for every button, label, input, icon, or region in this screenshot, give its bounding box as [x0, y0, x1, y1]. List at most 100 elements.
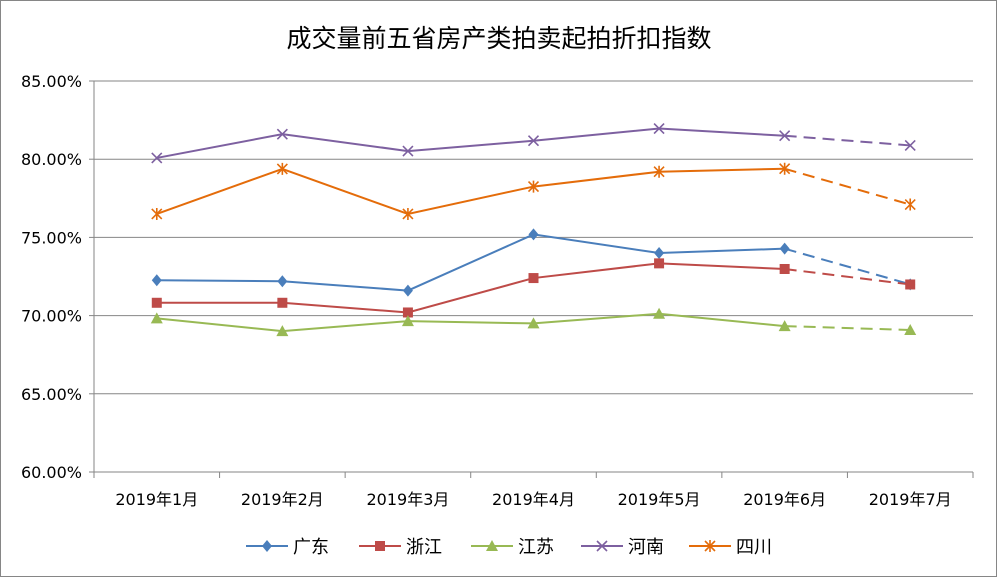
marker-triangle	[276, 325, 289, 337]
square-marker	[277, 297, 288, 308]
square-marker	[375, 541, 385, 551]
x-marker	[779, 130, 791, 142]
star-marker	[151, 207, 163, 220]
series-line-dashed	[784, 134, 911, 147]
triangle-marker	[904, 323, 917, 335]
x-marker	[527, 135, 540, 147]
marker-x	[527, 135, 540, 147]
marker-square	[905, 279, 916, 290]
marker-star	[779, 162, 791, 175]
diamond-marker	[277, 275, 288, 288]
x-tick-label: 2019年6月	[743, 490, 826, 509]
triangle-marker	[150, 312, 163, 324]
x-tick-label: 2019年7月	[869, 490, 952, 509]
marker-x	[779, 130, 791, 142]
marker-diamond	[654, 247, 665, 260]
marker-x	[151, 152, 163, 164]
legend-label: 四川	[736, 537, 772, 558]
x-tick-label: 2019年5月	[618, 490, 701, 509]
marker-triangle	[401, 315, 414, 327]
y-tick-label: 60.00%	[21, 463, 82, 482]
legend-label: 河南	[628, 537, 664, 558]
series-广东	[151, 228, 916, 297]
marker-diamond	[402, 284, 413, 297]
marker-star	[904, 198, 916, 211]
marker-diamond	[528, 228, 539, 241]
series-四川	[151, 162, 916, 220]
x-tick-label: 2019年2月	[241, 490, 324, 509]
y-tick-label: 85.00%	[21, 72, 82, 91]
marker-x	[402, 145, 414, 157]
series-line	[156, 312, 785, 333]
marker-square	[375, 541, 385, 551]
marker-x	[653, 122, 665, 135]
marker-diamond	[262, 540, 272, 552]
marker-triangle	[527, 317, 540, 329]
marker-square	[151, 297, 162, 308]
marker-x	[904, 139, 916, 152]
legend-item: 江苏	[471, 537, 554, 558]
series-河南	[151, 122, 916, 164]
marker-star	[276, 162, 288, 175]
square-marker	[779, 263, 790, 274]
star-marker	[904, 198, 916, 211]
marker-x	[276, 128, 288, 140]
y-tick-label: 65.00%	[21, 385, 82, 404]
marker-diamond	[779, 242, 790, 255]
triangle-marker	[778, 320, 791, 332]
star-marker	[779, 162, 791, 175]
marker-square	[402, 307, 413, 318]
marker-star	[151, 207, 163, 220]
series-line	[156, 167, 785, 215]
y-tick-label: 80.00%	[21, 150, 82, 169]
diamond-marker	[402, 284, 413, 297]
legend-label: 广东	[293, 537, 329, 558]
series-line-dashed	[784, 325, 911, 331]
legend-item: 浙江	[359, 537, 442, 558]
series-浙江	[151, 258, 916, 318]
marker-square	[779, 263, 790, 274]
x-tick-label: 2019年3月	[366, 490, 449, 509]
legend-item: 河南	[581, 537, 664, 558]
y-tick-label: 70.00%	[21, 307, 82, 326]
triangle-marker	[653, 307, 666, 319]
marker-triangle	[778, 320, 791, 332]
series-line-dashed	[784, 167, 911, 206]
square-marker	[528, 273, 539, 284]
series-江苏	[150, 307, 917, 337]
y-tick-label: 75.00%	[21, 228, 82, 247]
x-marker	[276, 128, 288, 140]
star-marker	[276, 162, 288, 175]
diamond-marker	[151, 274, 162, 287]
diamond-marker	[528, 228, 539, 241]
legend-label: 浙江	[406, 537, 442, 558]
triangle-marker	[527, 317, 540, 329]
marker-star	[402, 207, 414, 220]
star-marker	[402, 207, 414, 220]
triangle-marker	[401, 315, 414, 327]
series-line	[156, 127, 785, 159]
series-line	[156, 262, 785, 314]
x-marker	[596, 540, 608, 552]
legend-item: 广东	[246, 537, 329, 558]
square-marker	[151, 297, 162, 308]
x-tick-label: 2019年4月	[492, 490, 575, 509]
triangle-marker	[486, 540, 498, 551]
marker-star	[527, 180, 540, 193]
x-marker	[653, 122, 665, 135]
x-marker	[904, 139, 916, 152]
square-marker	[654, 258, 665, 269]
star-marker	[704, 540, 716, 552]
marker-triangle	[904, 323, 917, 335]
chart-title: 成交量前五省房产类拍卖起拍折扣指数	[286, 24, 711, 53]
series-line	[156, 233, 785, 292]
star-marker	[653, 165, 665, 178]
marker-star	[653, 165, 665, 178]
marker-triangle	[150, 312, 163, 324]
star-marker	[527, 180, 540, 193]
marker-star	[704, 540, 716, 552]
square-marker	[905, 279, 916, 290]
x-tick-label: 2019年1月	[115, 490, 198, 509]
